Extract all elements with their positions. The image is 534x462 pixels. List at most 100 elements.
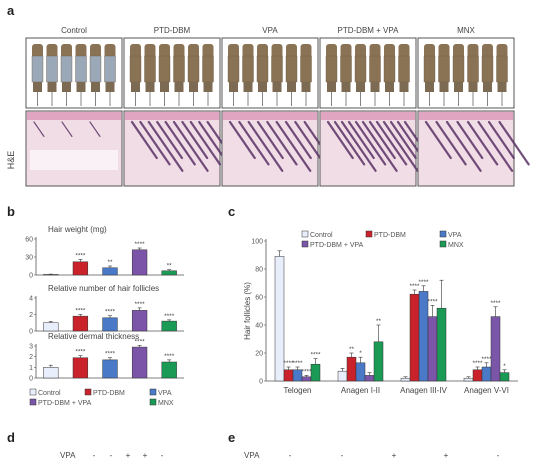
mouse-head-4-1 bbox=[438, 44, 450, 58]
chart-b0-yticklabel-2: 60 bbox=[25, 237, 33, 244]
chart-c-category-1: Anagen I-II bbox=[341, 386, 380, 395]
follicle-3-5 bbox=[361, 120, 398, 172]
chart-b0-bar-1 bbox=[72, 261, 89, 276]
mouse-head-3-0 bbox=[326, 44, 337, 58]
mouse-tail-1-1 bbox=[145, 82, 155, 92]
follicle-3-3 bbox=[347, 120, 375, 160]
follicle-4-0 bbox=[424, 120, 452, 160]
mouse-back-0-3 bbox=[75, 55, 87, 83]
legend-c-swatch-2 bbox=[439, 230, 447, 238]
follicle-4-2 bbox=[445, 120, 482, 172]
chart-b1-bar-4 bbox=[161, 320, 177, 332]
legend-c-swatch-4 bbox=[439, 240, 447, 248]
chart-c-bar-1-1 bbox=[346, 356, 357, 382]
chart-b1-star-2: **** bbox=[105, 309, 116, 316]
mouse-head-0-4 bbox=[90, 44, 101, 58]
chart-c-star-3-0: **** bbox=[301, 368, 312, 375]
follicle-1-6 bbox=[181, 120, 209, 160]
mouse-back-4-3 bbox=[467, 55, 479, 83]
mouse-tail-4-5 bbox=[497, 82, 507, 92]
follicle-1-5 bbox=[172, 120, 209, 172]
follicle-4-6 bbox=[487, 120, 515, 160]
mouse-head-2-4 bbox=[286, 44, 297, 58]
mouse-tail-1-5 bbox=[203, 82, 213, 92]
mouse-head-2-2 bbox=[257, 44, 268, 58]
chart-b2-yticklabel-3: 3 bbox=[29, 344, 33, 351]
chart-b1-star-1: **** bbox=[75, 308, 86, 315]
mouse-head-4-3 bbox=[467, 44, 479, 58]
chart-c-star-3-3: **** bbox=[490, 300, 501, 307]
mouse-back-4-0 bbox=[423, 55, 436, 83]
follicle-3-8 bbox=[382, 120, 419, 172]
chart-c-star-1-0: **** bbox=[283, 360, 294, 367]
follicle-3-9 bbox=[389, 120, 417, 160]
chart-c-bar-3-1 bbox=[364, 375, 375, 382]
group-label-0: Control bbox=[61, 26, 87, 35]
mouse-back-0-2 bbox=[60, 55, 73, 83]
chart-b1-bar-0 bbox=[43, 322, 59, 332]
chart-c-star-2-2: **** bbox=[418, 279, 429, 286]
mouse-back-0-5 bbox=[104, 55, 116, 83]
chart-c-bar-4-1 bbox=[373, 341, 384, 382]
legend-c-label-0: Control bbox=[310, 232, 333, 239]
follicle-1-3 bbox=[156, 120, 184, 160]
chart-c-bar-0-1 bbox=[337, 370, 348, 382]
legend-c-swatch-0 bbox=[301, 230, 309, 238]
mouse-tail-1-4 bbox=[189, 82, 198, 92]
chart-b0-title: Hair weight (mg) bbox=[48, 225, 107, 234]
mouse-head-1-2 bbox=[159, 44, 170, 58]
panel-c-legend: Control PTD-DBM VPA PTD-DBM + VPA MNX bbox=[301, 230, 464, 249]
mouse-head-3-2 bbox=[355, 44, 366, 58]
mouse-head-1-4 bbox=[188, 44, 199, 58]
legend-b-label-4: MNX bbox=[158, 400, 174, 407]
chart-c-star-1-2: **** bbox=[409, 283, 420, 290]
panel-a-photos: Control PTD-DBM VPA PTD-DBM + VPA MNX bbox=[25, 26, 530, 187]
mouse-head-1-1 bbox=[144, 44, 156, 58]
mouse-tail-2-1 bbox=[243, 82, 253, 92]
histology-0 bbox=[25, 110, 123, 187]
follicle-4-7 bbox=[498, 120, 530, 166]
chart-c-category-3: Anagen V-VI bbox=[464, 386, 509, 395]
chart-b2-bar-4 bbox=[161, 361, 177, 379]
mouse-back-2-5 bbox=[300, 55, 312, 83]
chart-c-bar-4-2 bbox=[436, 307, 447, 382]
group-label-2: VPA bbox=[262, 26, 278, 35]
mouse-head-3-5 bbox=[398, 44, 410, 58]
mouse-back-1-5 bbox=[202, 55, 214, 83]
chart-c-bar-4-3 bbox=[499, 372, 510, 382]
legend-b-label-3: PTD-DBM + VPA bbox=[38, 400, 92, 407]
mouse-back-4-2 bbox=[452, 55, 465, 83]
mouse-back-1-4 bbox=[187, 55, 200, 83]
chart-b0-bar-2 bbox=[102, 267, 118, 276]
mouse-head-4-4 bbox=[482, 44, 493, 58]
follicle-1-4 bbox=[164, 120, 196, 166]
group-label-4: MNX bbox=[457, 26, 475, 35]
mouse-back-3-2 bbox=[354, 55, 367, 83]
panel-d-mark-1: - bbox=[110, 451, 113, 460]
mouse-back-4-4 bbox=[481, 55, 494, 83]
mouse-tail-4-2 bbox=[454, 82, 463, 92]
legend-b-swatch-1 bbox=[84, 388, 92, 396]
mouse-head-3-1 bbox=[340, 44, 352, 58]
chart-c-bar-0-3 bbox=[463, 377, 474, 382]
mouse-back-3-4 bbox=[383, 55, 396, 83]
panel-label-c: c bbox=[228, 204, 235, 219]
legend-c-label-3: PTD-DBM + VPA bbox=[310, 242, 364, 249]
follicle-2-4 bbox=[266, 120, 298, 166]
mouse-back-2-0 bbox=[227, 55, 240, 83]
mouse-tail-3-3 bbox=[370, 82, 380, 92]
legend-c-label-1: PTD-DBM bbox=[374, 232, 406, 239]
mouse-tail-1-3 bbox=[174, 82, 184, 92]
mouse-tail-1-0 bbox=[131, 82, 140, 92]
follicle-3-7 bbox=[375, 120, 408, 166]
follicle-4-1 bbox=[435, 120, 467, 166]
mouse-back-3-5 bbox=[398, 55, 410, 83]
follicle-2-5 bbox=[275, 120, 312, 172]
chart-c-bar-1-3 bbox=[472, 369, 483, 382]
chart-c-bar-1-2 bbox=[409, 293, 420, 382]
mouse-back-0-1 bbox=[46, 55, 58, 83]
panel-d-vpa-label: VPA bbox=[60, 451, 76, 460]
panel-label-a: a bbox=[7, 3, 15, 18]
panel-e-marks: - - + + - bbox=[289, 451, 500, 460]
chart-c-category-2: Anagen III-IV bbox=[400, 386, 447, 395]
